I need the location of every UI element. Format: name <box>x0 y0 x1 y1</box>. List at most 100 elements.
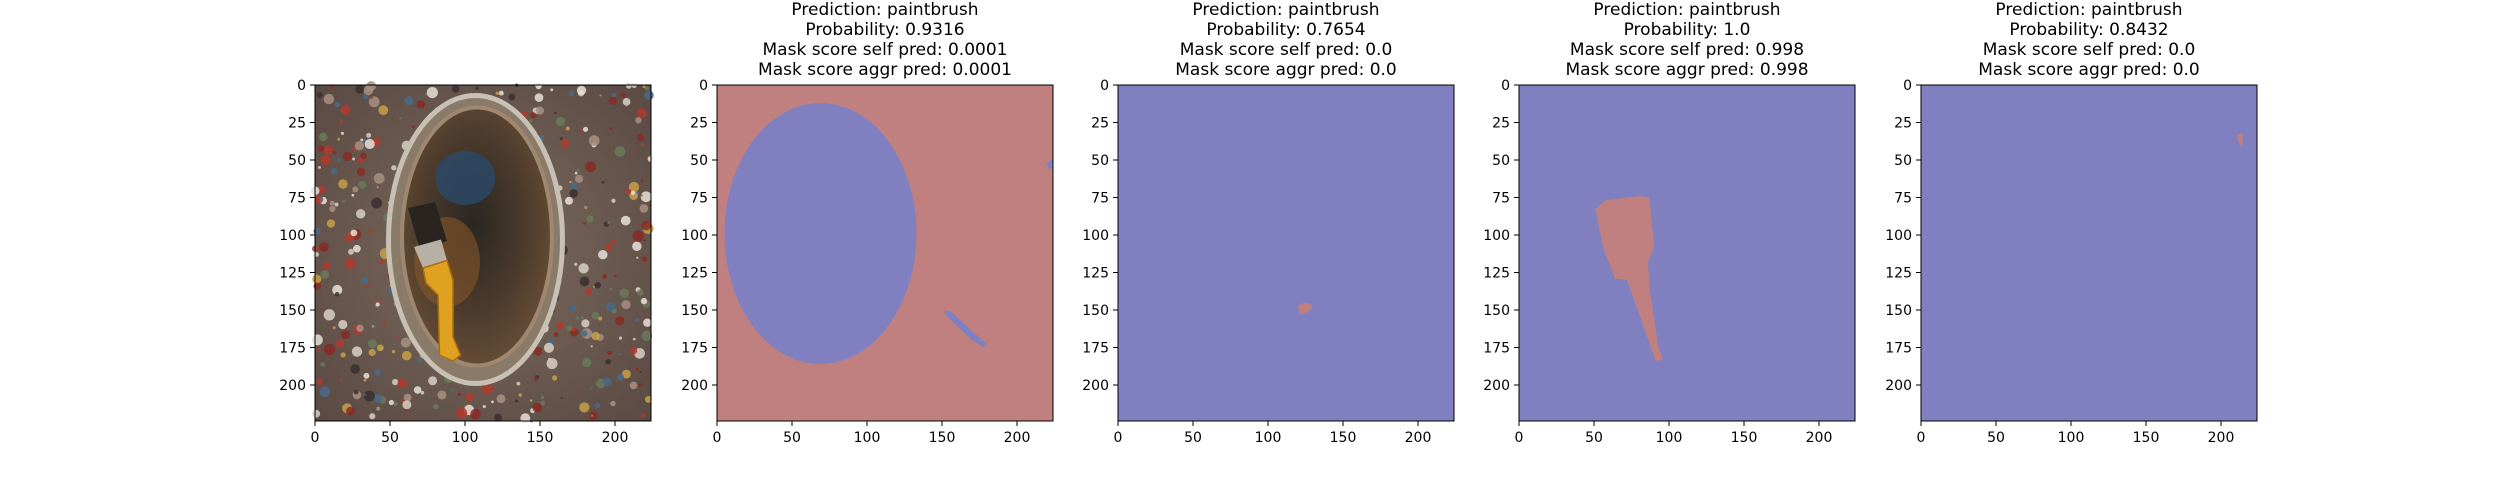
y-tick-label: 175 <box>1483 341 1510 357</box>
y-tick-label: 200 <box>1082 378 1109 394</box>
x-tick-label: 0 <box>713 430 722 446</box>
y-tick-label: 0 <box>699 78 708 94</box>
x-tick-label: 200 <box>2208 430 2235 446</box>
panel-title-line: Mask score self pred: 0.0 <box>1983 40 2196 60</box>
x-tick-label: 200 <box>1405 430 1432 446</box>
panel-1: 0 50 100 150 200 0 25 50 75 100 125 150 175 200 <box>279 78 654 446</box>
mask-background <box>1921 85 2257 421</box>
x-tick-label: 150 <box>1330 430 1357 446</box>
y-tick-label: 100 <box>1483 228 1510 244</box>
panel-title-line: Mask score self pred: 0.0001 <box>763 40 1008 60</box>
mask-region-1 <box>724 103 917 364</box>
x-tick-label: 50 <box>1184 430 1202 446</box>
x-tick-label: 200 <box>1806 430 1833 446</box>
x-tick-label: 200 <box>1004 430 1031 446</box>
y-tick-label: 25 <box>1091 116 1109 132</box>
axes-frame <box>1518 84 1856 422</box>
y-tick-label: 150 <box>279 303 306 319</box>
y-tick-label: 175 <box>1885 341 1912 357</box>
x-tick-label: 50 <box>1987 430 2005 446</box>
y-tick-label: 0 <box>1903 78 1912 94</box>
y-tick-label: 100 <box>1082 228 1109 244</box>
panel-title-line: Prediction: paintbrush <box>791 0 978 20</box>
y-tick-label: 75 <box>1091 191 1109 207</box>
panel-title-line: Probability: 0.9316 <box>805 20 964 40</box>
y-tick-label: 25 <box>1492 116 1510 132</box>
y-tick-label: 50 <box>1492 153 1510 169</box>
x-tick-label: 200 <box>602 430 629 446</box>
x-tick-label: 100 <box>2058 430 2085 446</box>
y-tick-label: 25 <box>690 116 708 132</box>
panel-4: 0 50 100 150 200 0 25 50 75 100 125 150 175 200 Predic… <box>1483 0 1856 446</box>
x-tick-label: 50 <box>1585 430 1603 446</box>
y-tick-label: 150 <box>681 303 708 319</box>
panel-title-line: Mask score aggr pred: 0.0 <box>1978 60 2200 80</box>
y-tick-label: 75 <box>690 191 708 207</box>
x-tick-label: 50 <box>783 430 801 446</box>
y-tick-label: 125 <box>1885 266 1912 282</box>
y-tick-label: 100 <box>681 228 708 244</box>
y-tick-label: 75 <box>1894 191 1912 207</box>
y-tick-label: 0 <box>297 78 306 94</box>
y-tick-label: 75 <box>1492 191 1510 207</box>
y-tick-label: 150 <box>1885 303 1912 319</box>
input-photo <box>310 81 654 424</box>
x-tick-label: 150 <box>1731 430 1758 446</box>
x-tick-label: 150 <box>929 430 956 446</box>
panel-title-line: Probability: 1.0 <box>1624 20 1751 40</box>
y-tick-label: 0 <box>1501 78 1510 94</box>
x-tick-label: 0 <box>1114 430 1123 446</box>
mask-background <box>1118 85 1454 421</box>
panel-title-line: Mask score aggr pred: 0.998 <box>1565 60 1808 80</box>
y-tick-label: 50 <box>690 153 708 169</box>
y-tick-label: 150 <box>1483 303 1510 319</box>
axes-frame <box>1920 84 2258 422</box>
y-tick-label: 50 <box>1091 153 1109 169</box>
x-tick-label: 150 <box>2133 430 2160 446</box>
y-tick-label: 25 <box>1894 116 1912 132</box>
panel-title-line: Mask score self pred: 0.998 <box>1570 40 1804 60</box>
panel-title-line: Probability: 0.8432 <box>2009 20 2168 40</box>
y-tick-label: 125 <box>279 266 306 282</box>
y-tick-label: 125 <box>1082 266 1109 282</box>
mask-region-1 <box>1595 196 1663 361</box>
x-tick-label: 150 <box>527 430 554 446</box>
panel-5: 0 50 100 150 200 0 25 50 75 100 125 150 175 200 Predic… <box>1885 0 2258 446</box>
axes-frame <box>1117 84 1455 422</box>
panel-2: 0 50 100 150 200 0 25 50 75 100 125 150 175 200 Predic… <box>681 0 1054 446</box>
y-tick-label: 125 <box>681 266 708 282</box>
x-tick-label: 50 <box>381 430 399 446</box>
axes-frame <box>716 84 1054 422</box>
mask-region-2 <box>945 310 987 348</box>
x-tick-label: 0 <box>1515 430 1524 446</box>
y-tick-label: 200 <box>1885 378 1912 394</box>
x-tick-label: 100 <box>854 430 881 446</box>
panel-title-line: Mask score self pred: 0.0 <box>1180 40 1393 60</box>
x-tick-label: 100 <box>1656 430 1683 446</box>
mask-region-1 <box>2237 133 2244 147</box>
panel-title-line: Prediction: paintbrush <box>1192 0 1379 20</box>
x-tick-label: 0 <box>1917 430 1926 446</box>
y-tick-label: 150 <box>1082 303 1109 319</box>
y-tick-label: 100 <box>1885 228 1912 244</box>
mask-region-1 <box>1298 302 1313 315</box>
x-tick-label: 0 <box>311 430 320 446</box>
panel-title-line: Mask score aggr pred: 0.0001 <box>758 60 1012 80</box>
y-tick-label: 200 <box>681 378 708 394</box>
y-tick-label: 125 <box>1483 266 1510 282</box>
panel-title-line: Prediction: paintbrush <box>1995 0 2182 20</box>
y-tick-label: 175 <box>681 341 708 357</box>
y-tick-label: 200 <box>1483 378 1510 394</box>
x-tick-label: 100 <box>1255 430 1282 446</box>
panel-title-line: Probability: 0.7654 <box>1206 20 1365 40</box>
y-tick-label: 175 <box>279 341 306 357</box>
mask-region-3 <box>1047 158 1053 169</box>
y-tick-label: 50 <box>1894 153 1912 169</box>
panel-title-line: Prediction: paintbrush <box>1593 0 1780 20</box>
y-tick-label: 100 <box>279 228 306 244</box>
y-tick-label: 25 <box>288 116 306 132</box>
x-tick-label: 100 <box>452 430 479 446</box>
y-tick-label: 75 <box>288 191 306 207</box>
panel-3: 0 50 100 150 200 0 25 50 75 100 125 150 175 200 Predic… <box>1082 0 1455 446</box>
